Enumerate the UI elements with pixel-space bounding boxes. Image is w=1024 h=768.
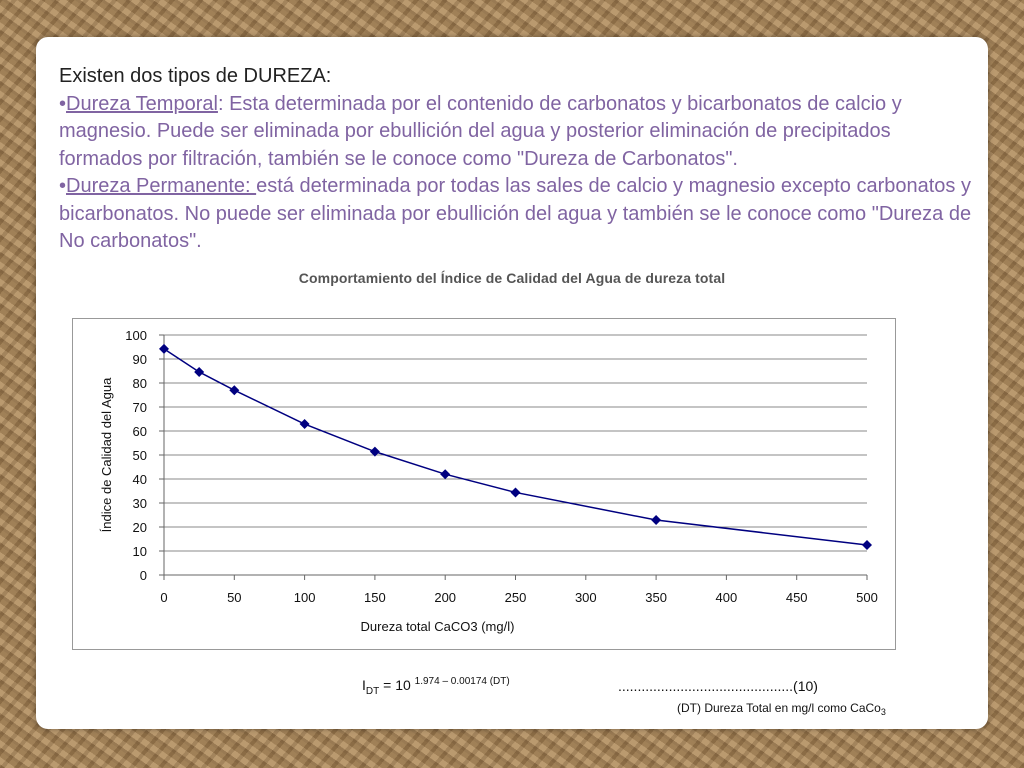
heading: Existen dos tipos de DUREZA: [59,65,332,87]
formula-subscript: DT [365,686,380,697]
data-point [299,419,310,430]
bullet: • [59,175,67,197]
data-point [440,469,451,480]
permanente-text: está determinada por todas las sales de … [59,175,972,252]
x-tick-label: 250 [505,590,527,605]
x-tick-label: 200 [434,590,456,605]
term-dureza-permanente: Dureza Permanente: [66,175,257,197]
x-tick-label: 50 [227,590,241,605]
formula: IDT = 10 1.974 – 0.00174 (DT) [362,676,510,697]
x-tick-label: 0 [160,590,167,605]
x-tick-label: 350 [645,590,667,605]
x-tick-label: 500 [856,590,878,605]
x-tick-label: 450 [786,590,808,605]
data-point [194,366,205,377]
permanente-paragraph: •Dureza Permanente: está determinada por… [59,173,979,256]
term-dureza-temporal: Dureza Temporal [66,92,218,115]
formula-equals: = 10 [379,677,415,693]
y-tick-label: 80 [133,376,147,391]
data-point [510,487,521,498]
x-tick-label: 150 [364,590,386,605]
data-point [159,343,169,354]
y-axis-label: Índice de Calidad del Agua [99,377,114,532]
y-tick-label: 40 [133,472,147,487]
data-point [229,385,240,396]
note-subscript: 3 [880,707,886,717]
formula-exponent: 1.974 – 0.00174 (DT) [414,676,510,687]
temporal-paragraph: •Dureza Temporal: Esta determinada por e… [59,91,979,174]
x-axis-label: Dureza total CaCO3 (mg/l) [361,619,515,634]
y-tick-label: 60 [133,424,147,439]
bullet: • [59,92,67,115]
y-tick-label: 90 [133,352,147,367]
temporal-text: : Esta determinada por el contenido de c… [59,92,902,170]
y-tick-label: 50 [133,448,147,463]
x-tick-label: 300 [575,590,597,605]
chart-frame: 0 10 20 30 40 50 60 70 80 90 100 0 50 100 150 200 250 300… [72,318,896,650]
y-tick-label: 10 [133,544,147,559]
series-line [163,348,868,546]
slide-panel: Existen dos tipos de DUREZA: •Dureza Tem… [36,37,988,729]
y-tick-label: 20 [133,520,147,535]
equation-reference: ........................................… [618,678,818,694]
y-tick-label: 70 [133,400,147,415]
text-content: Existen dos tipos de DUREZA: •Dureza Tem… [59,63,979,256]
formula-note: (DT) Dureza Total en mg/l como CaCo3 [677,701,886,717]
data-point [369,446,380,457]
data-point [862,540,872,550]
note-text: (DT) Dureza Total en mg/l como CaCo [677,701,881,715]
data-point [651,515,662,526]
chart-title: Comportamiento del Índice de Calidad del… [298,270,726,286]
x-tick-label: 400 [716,590,738,605]
y-tick-label: 0 [140,568,147,583]
formula-main: I [362,677,366,693]
line-chart: 0 10 20 30 40 50 60 70 80 90 100 0 50 100 150 200 250 300… [99,328,878,634]
y-tick-label: 100 [125,328,147,343]
y-tick-label: 30 [133,496,147,511]
x-tick-label: 100 [294,590,316,605]
